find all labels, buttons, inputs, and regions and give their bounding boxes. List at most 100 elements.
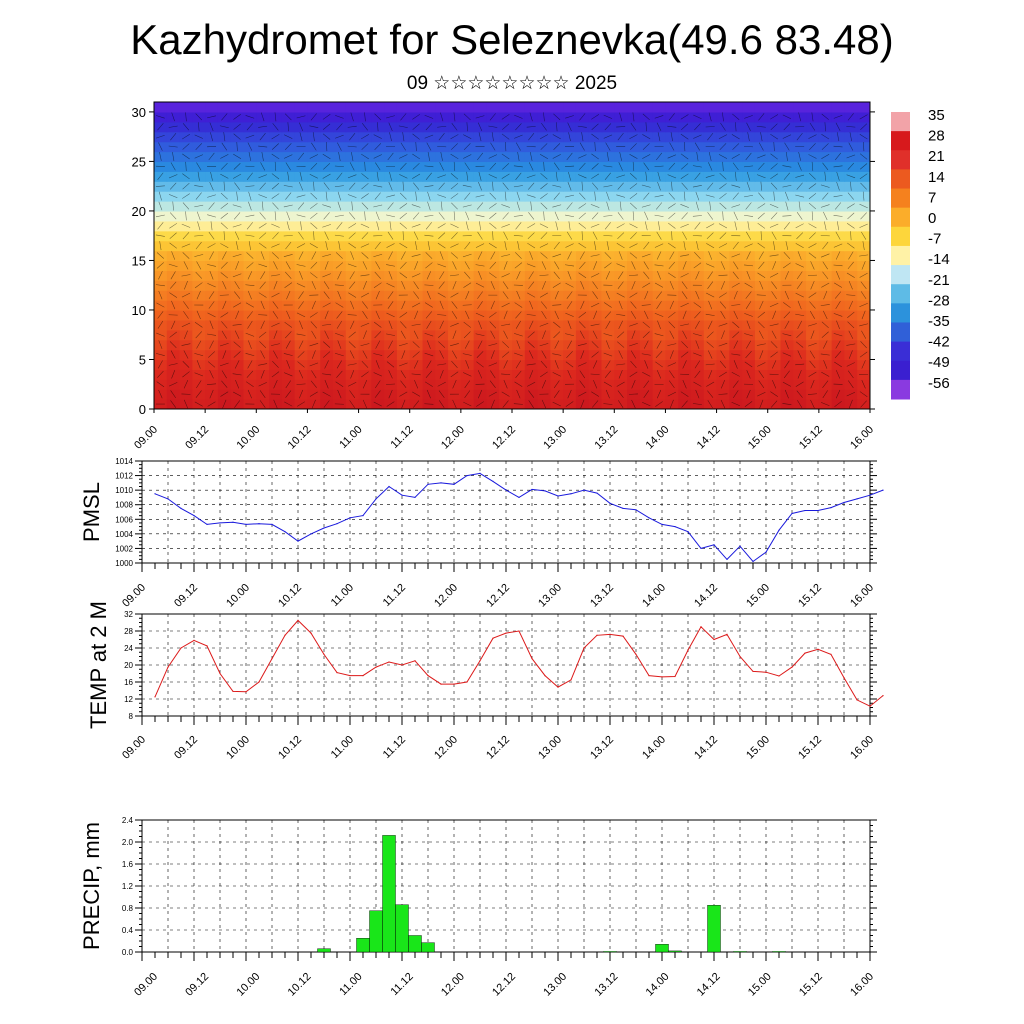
wind-barb xyxy=(490,280,495,290)
wind-barb xyxy=(402,132,405,142)
heatmap-cell xyxy=(333,369,347,380)
heatmap-cell xyxy=(550,339,564,351)
heatmap-cell xyxy=(205,161,219,172)
heatmap-cell xyxy=(767,121,782,133)
x-tick-label: 16.00 xyxy=(848,582,876,610)
wind-barb xyxy=(745,301,752,309)
heatmap-cell xyxy=(588,300,603,311)
wind-barb xyxy=(389,132,392,142)
heatmap-cell xyxy=(499,210,513,222)
heatmap-cell xyxy=(448,131,462,143)
wind-barb xyxy=(783,370,790,379)
wind-barb xyxy=(261,201,264,211)
wind-barb xyxy=(744,146,754,148)
wind-barb xyxy=(630,350,636,359)
wind-barb xyxy=(170,350,176,359)
wind-barb xyxy=(643,241,650,250)
grid-lines xyxy=(142,613,870,717)
series-point xyxy=(778,529,780,531)
wind-barb xyxy=(528,271,534,280)
heatmap-cell xyxy=(448,280,462,291)
wind-barb xyxy=(731,184,741,188)
wind-barb xyxy=(720,280,725,290)
wind-barb xyxy=(553,380,560,389)
wind-barb xyxy=(426,320,432,329)
heatmap-cell xyxy=(652,250,667,262)
heatmap-cell xyxy=(281,201,296,212)
wind-barb xyxy=(400,142,406,151)
wind-barb xyxy=(477,370,483,379)
wind-barb xyxy=(475,115,485,119)
wind-barb xyxy=(731,353,741,356)
wind-barb xyxy=(209,370,214,379)
wind-barb xyxy=(708,251,713,260)
wind-barb xyxy=(194,134,203,139)
wind-barb xyxy=(719,360,727,369)
wind-barb xyxy=(210,132,213,142)
heatmap-cell xyxy=(742,290,756,301)
heatmap-cell xyxy=(256,329,270,341)
wind-barb xyxy=(236,142,238,152)
heatmap-cell xyxy=(435,280,449,291)
wind-barb xyxy=(655,401,663,407)
wind-barb xyxy=(387,231,394,240)
heatmap-cell xyxy=(269,270,283,281)
x-tick-label: 13.00 xyxy=(536,734,564,762)
series-point xyxy=(362,675,364,677)
heatmap-cell xyxy=(627,161,641,172)
wind-barb xyxy=(322,204,331,208)
wind-barb xyxy=(539,153,548,159)
heatmap-cell xyxy=(320,111,334,123)
heatmap-cell xyxy=(499,359,513,370)
wind-barb xyxy=(757,212,765,220)
heatmap-cell xyxy=(473,151,488,163)
heatmap-cell xyxy=(806,329,820,341)
wind-barb xyxy=(770,212,778,220)
heatmap-cell xyxy=(524,131,539,143)
heatmap-cell xyxy=(473,141,488,153)
wind-barb xyxy=(322,114,331,120)
wind-barb xyxy=(475,214,485,218)
heatmap-cell xyxy=(243,359,257,370)
heatmap-cell xyxy=(575,201,590,212)
wind-barb xyxy=(234,231,240,240)
heatmap-cell xyxy=(844,309,858,321)
wind-barb xyxy=(514,381,523,387)
wind-barb xyxy=(258,145,268,148)
wind-barb xyxy=(708,152,712,161)
wind-barb xyxy=(386,361,395,368)
wind-barb xyxy=(591,351,599,358)
wind-barb xyxy=(335,302,344,308)
heatmap-cell xyxy=(307,230,321,242)
heatmap-cell xyxy=(537,141,551,153)
wind-barb xyxy=(399,243,408,249)
wind-barb xyxy=(438,182,445,190)
series-point xyxy=(713,638,715,641)
heatmap-cell xyxy=(614,280,628,291)
wind-barb xyxy=(347,125,357,128)
heatmap-cell xyxy=(806,339,820,351)
heatmap-cell xyxy=(243,399,257,409)
heatmap-cell xyxy=(678,121,692,133)
colorbar-swatch xyxy=(891,341,910,362)
wind-barb xyxy=(720,379,725,389)
wind-barb xyxy=(771,291,777,299)
heatmap-cell xyxy=(742,250,756,262)
wind-barb xyxy=(373,134,382,139)
wind-barb xyxy=(324,231,329,240)
wind-barb xyxy=(465,310,470,320)
series-point xyxy=(687,649,689,651)
wind-barb xyxy=(414,261,419,270)
wind-barb xyxy=(722,211,724,221)
wind-barb xyxy=(245,185,255,187)
wind-barb xyxy=(668,192,676,200)
wind-barb xyxy=(642,134,651,140)
heatmap-cell xyxy=(806,270,820,281)
heatmap-cell xyxy=(665,290,679,301)
heatmap-cell xyxy=(550,389,564,400)
wind-barb xyxy=(182,143,190,150)
wind-barb xyxy=(671,181,673,191)
heatmap-cell xyxy=(780,181,794,192)
heatmap-cell xyxy=(294,191,309,202)
wind-barb xyxy=(796,331,804,339)
